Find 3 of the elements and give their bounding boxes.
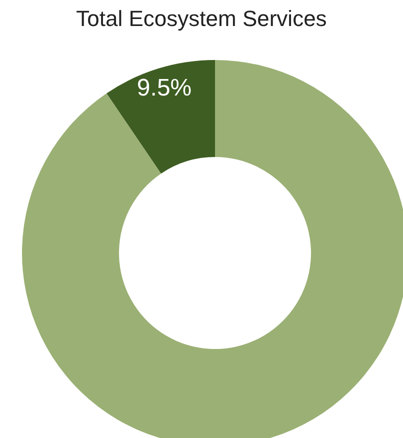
donut-slice [106, 60, 215, 174]
data-label: 9.5% [136, 74, 192, 102]
chart-title: Total Ecosystem Services [75, 6, 328, 32]
